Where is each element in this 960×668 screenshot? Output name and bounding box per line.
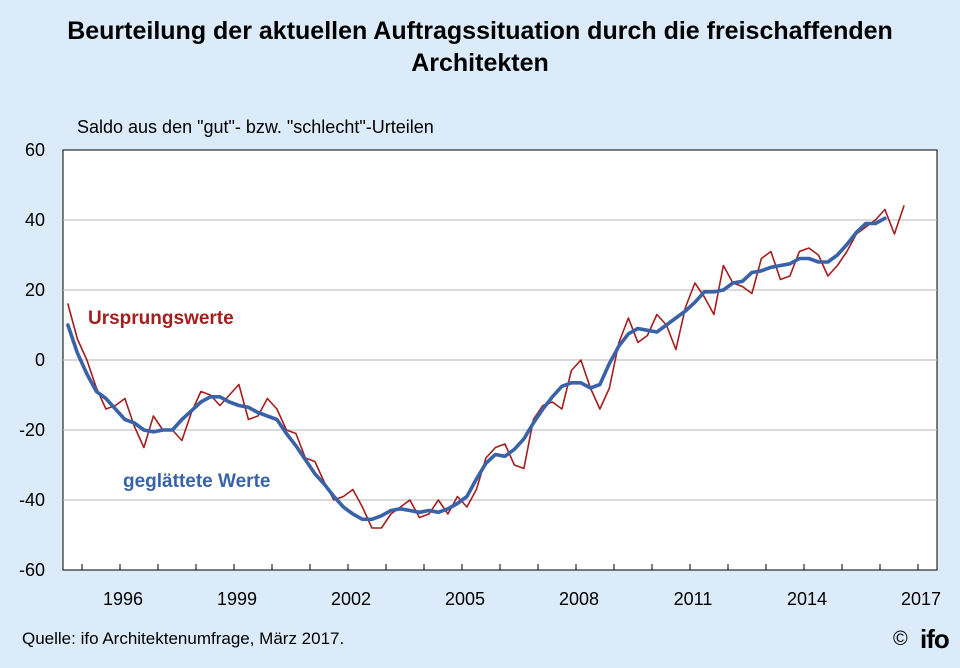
y-tick-label: -40 <box>19 490 45 510</box>
copyright-symbol: © <box>893 628 908 650</box>
x-tick-label: 2011 <box>674 589 713 609</box>
series-line-ursprungswerte <box>67 205 905 529</box>
chart-title-line-2: Architekten <box>411 49 549 77</box>
x-tick-label: 2014 <box>787 589 827 609</box>
annotation-ursprungswerte: Ursprungswerte <box>88 308 234 329</box>
series-line-geglaettete-werte <box>66 216 887 522</box>
chart-title-line-1: Beurteilung der aktuellen Auftragssituat… <box>67 17 893 45</box>
gridlines <box>63 219 937 501</box>
source-note: Quelle: ifo Architektenumfrage, März 201… <box>22 629 345 648</box>
y-tick-label: -20 <box>19 420 45 440</box>
y-tick-label: -60 <box>19 560 45 580</box>
x-axis-ticks <box>81 564 919 570</box>
x-axis-tick-labels: 1996 1999 2002 2005 2008 2011 2014 2017 <box>103 589 941 609</box>
y-tick-label: 0 <box>35 350 45 370</box>
y-tick-label: 20 <box>25 280 45 300</box>
x-tick-label: 2017 <box>901 589 941 609</box>
annotation-geglaettete-werte: geglättete Werte <box>123 471 270 492</box>
x-tick-label: 2005 <box>445 589 485 609</box>
y-tick-label: 40 <box>25 210 45 230</box>
x-tick-label: 1996 <box>103 589 143 609</box>
x-tick-label: 1999 <box>217 589 257 609</box>
y-axis-tick-labels: 60 40 20 0 -20 -40 -60 <box>19 140 45 580</box>
x-tick-label: 2002 <box>331 589 371 609</box>
y-tick-label: 60 <box>25 140 45 160</box>
x-tick-label: 2008 <box>559 589 599 609</box>
series-lines <box>66 205 905 529</box>
y-axis-label: Saldo aus den "gut"- bzw. "schlecht"-Urt… <box>77 117 434 137</box>
ifo-logo: ifo <box>920 624 950 654</box>
